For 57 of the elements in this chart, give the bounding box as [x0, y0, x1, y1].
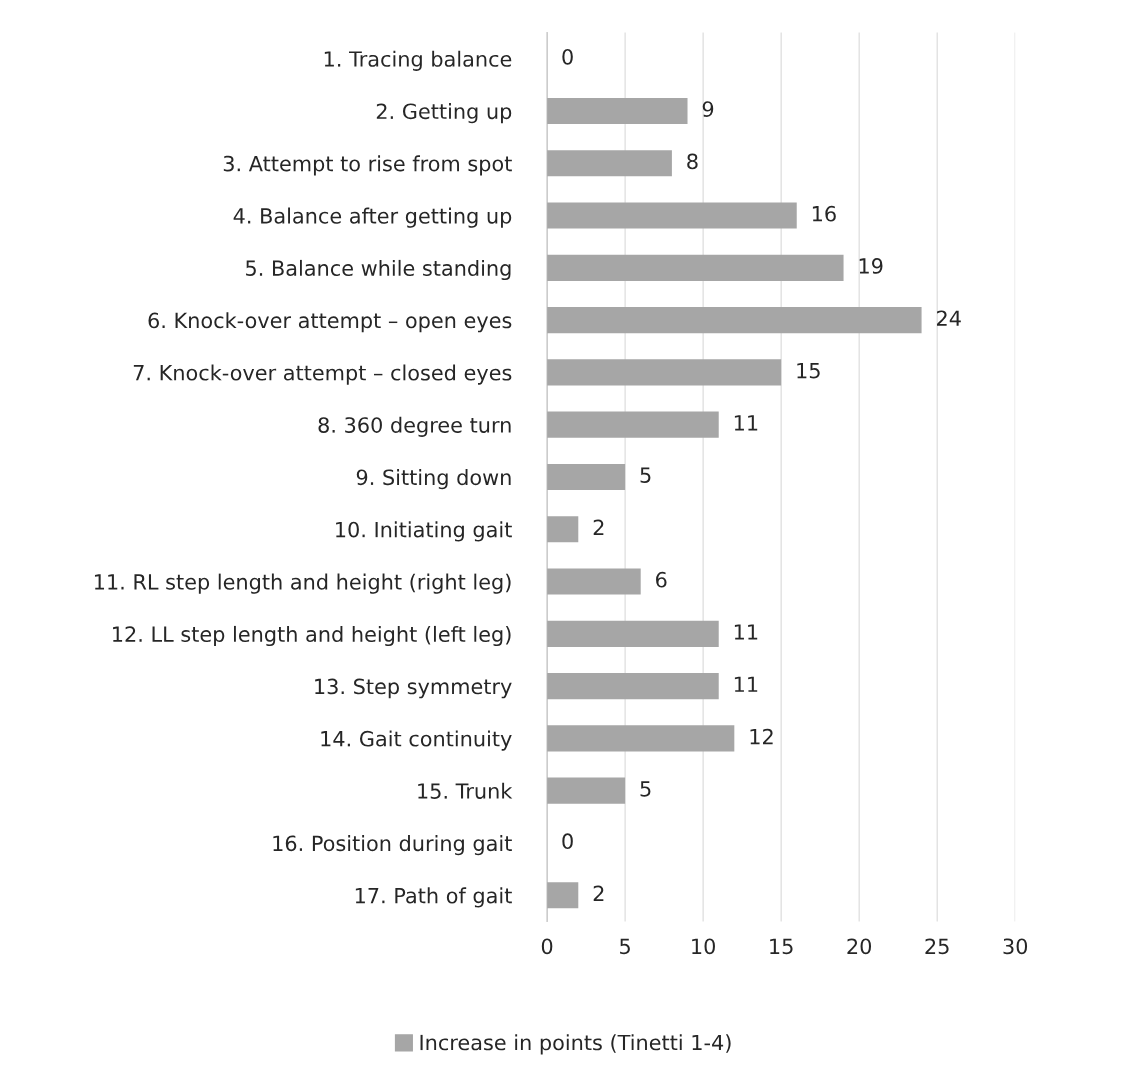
y-tick-label: 15. Trunk — [418, 782, 513, 799]
data-label: 8 — [687, 153, 698, 170]
bar — [547, 359, 782, 386]
y-tick-label: 2. Getting up — [376, 103, 512, 124]
y-tick-label: 6. Knock-over attempt – open eyes — [148, 312, 512, 333]
y-tick-label: 11. RL step length and height (right leg) — [94, 573, 511, 594]
bar — [547, 202, 797, 229]
x-tick-label: 10 — [692, 938, 715, 955]
y-tick-label: 12. LL step length and height (left leg) — [113, 625, 511, 647]
x-tick-label: 25 — [925, 938, 949, 955]
y-tick-label: 4. Balance after getting up — [233, 207, 512, 228]
data-label: 15 — [797, 362, 820, 379]
y-tick-label: 9. Sitting down — [356, 469, 511, 490]
data-label: 2 — [593, 885, 604, 902]
data-label: 11 — [734, 676, 758, 692]
data-label: 11 — [734, 624, 758, 640]
y-tick-label: 1. Tracing balance — [324, 50, 512, 71]
data-label: 5 — [640, 467, 651, 483]
bar — [547, 516, 579, 543]
bar — [547, 568, 641, 595]
bar — [547, 463, 626, 491]
x-tick-label: 15 — [770, 938, 793, 955]
y-tick-label: 7. Knock-over attempt – closed eyes — [133, 364, 512, 385]
data-label: 11 — [734, 415, 758, 431]
y-tick-label: 13. Step symmetry — [315, 678, 512, 699]
y-tick-label: 10. Initiating gait — [336, 521, 512, 542]
bar — [547, 411, 719, 438]
bar — [547, 673, 719, 700]
x-tick-label: 30 — [1003, 938, 1028, 955]
bar — [547, 150, 672, 177]
x-tick-label: 20 — [847, 938, 872, 955]
data-label: 0 — [562, 833, 573, 850]
data-label: 2 — [593, 519, 604, 535]
y-tick-label: 5. Balance while standing — [246, 259, 511, 281]
bar — [547, 725, 735, 752]
data-label: 12 — [750, 728, 773, 745]
bar — [547, 620, 719, 647]
y-tick-label: 3. Attempt to rise from spot — [223, 155, 512, 176]
y-tick-label: 14. Gait continuity — [321, 730, 512, 751]
y-tick-label: 17. Path of gait — [355, 887, 512, 908]
bar — [547, 882, 579, 909]
x-tick-label: 5 — [620, 938, 630, 955]
bar — [547, 254, 844, 281]
data-label: 9 — [702, 101, 714, 117]
data-label: 19 — [859, 258, 883, 274]
x-tick-label: 0 — [541, 938, 553, 955]
bar — [547, 777, 626, 804]
legend-label: Increase in points (Tinetti 1-4) — [420, 1034, 731, 1055]
y-tick-label: 16. Position during gait — [273, 835, 512, 856]
data-label: 0 — [562, 48, 573, 65]
y-tick-label: 8. 360 degree turn — [318, 416, 511, 437]
data-label: 16 — [812, 205, 836, 222]
data-label: 6 — [656, 571, 667, 588]
bar — [547, 97, 688, 125]
data-label: 24 — [936, 310, 961, 326]
bar — [547, 307, 922, 334]
data-label: 5 — [640, 781, 651, 797]
